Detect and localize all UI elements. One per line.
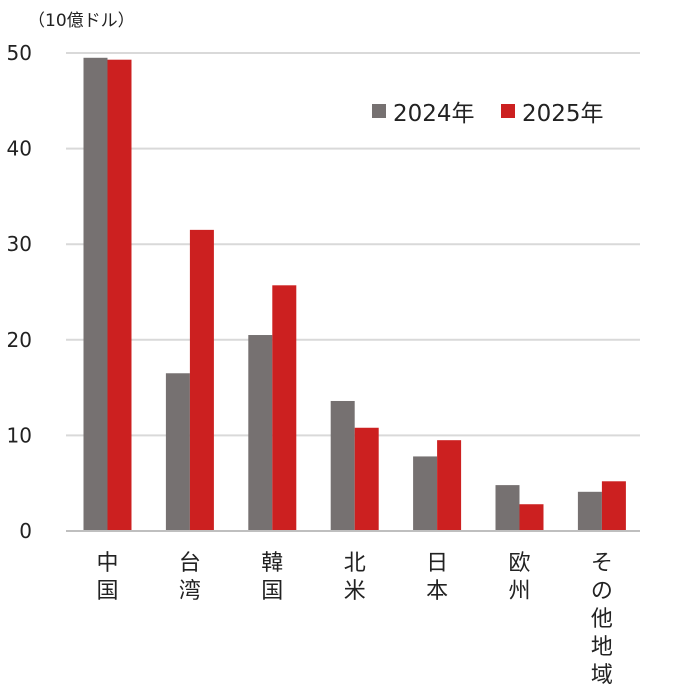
category-label-0-char-0: 中 [96,551,118,576]
category-label-4-char-0: 日 [426,551,448,576]
bar-2024-5 [495,485,520,531]
legend-item-2024: 2024年 [372,94,475,128]
bar-2025-5 [519,504,544,531]
category-label-6-char-1: の [591,579,613,604]
y-tick-label-30: 30 [7,232,32,256]
bar-2025-6 [601,481,626,531]
legend-label-2025: 2025年 [522,101,604,127]
category-label-5-char-1: 州 [508,579,530,604]
legend-label-2024: 2024年 [393,101,475,127]
bar-2024-3 [330,400,355,531]
unit-label: （10億ドル） [28,11,135,31]
category-label-4-char-1: 本 [426,579,448,604]
category-label-5-char-0: 欧 [508,551,530,576]
y-tick-label-0: 0 [19,519,32,543]
category-label-3-char-1: 米 [344,579,366,604]
category-label-0-char-1: 国 [96,579,118,604]
bar-2024-4 [413,456,438,531]
y-tick-label-10: 10 [7,423,32,447]
category-label-6-char-2: 他 [591,607,613,632]
category-label-3-char-0: 北 [344,551,366,576]
y-tick-label-40: 40 [7,137,32,161]
bar-2025-1 [189,229,214,532]
y-tick-label-50: 50 [7,41,32,65]
category-label-6-char-4: 域 [591,663,613,688]
bar-2025-0 [107,59,132,531]
category-label-2-char-0: 韓 [261,551,283,576]
legend-item-2025: 2025年 [501,94,604,128]
bar-2024-6 [577,491,602,531]
bar-2024-2 [248,335,273,531]
legend-swatch-2024 [372,104,386,118]
category-label-1-char-1: 湾 [179,579,201,604]
category-label-1-char-0: 台 [179,551,201,576]
category-label-6-char-0: そ [591,551,613,576]
category-label-6-char-3: 地 [591,635,613,660]
legend-swatch-2025 [501,104,515,118]
category-label-2-char-1: 国 [261,579,283,604]
bar-2024-0 [83,57,108,531]
y-tick-label-20: 20 [7,328,32,352]
bar-2025-3 [354,427,379,531]
bar-2025-2 [272,285,297,531]
bar-2024-1 [165,373,190,531]
bar-2025-4 [437,440,462,531]
